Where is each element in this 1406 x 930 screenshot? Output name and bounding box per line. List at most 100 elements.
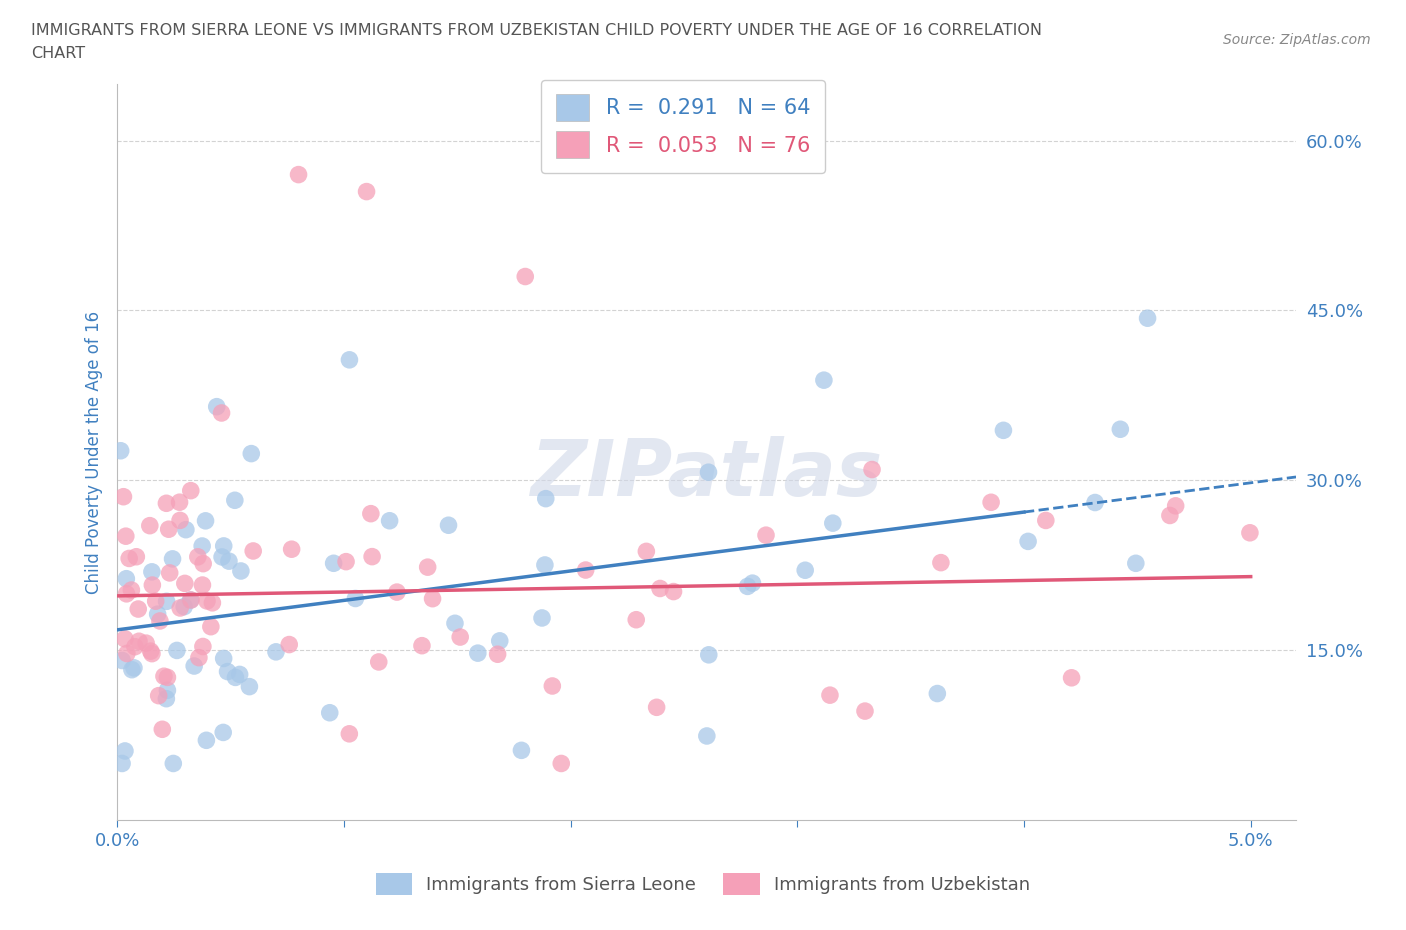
Point [191, 578, 214, 592]
Point [141, 565, 163, 579]
Point [155, 691, 177, 706]
Point [183, 658, 205, 673]
Point [575, 563, 598, 578]
Point [1125, 556, 1147, 571]
Point [193, 556, 215, 571]
Point [510, 743, 533, 758]
Point [356, 184, 378, 199]
Point [166, 643, 188, 658]
Point [212, 725, 235, 740]
Point [169, 601, 191, 616]
Point [191, 639, 214, 654]
Point [534, 491, 557, 506]
Point [1109, 422, 1132, 437]
Point [422, 591, 444, 606]
Point [110, 444, 132, 458]
Point [139, 518, 162, 533]
Point [322, 556, 344, 571]
Point [169, 513, 191, 528]
Point [1164, 498, 1187, 513]
Point [240, 446, 263, 461]
Point [118, 551, 141, 565]
Point [437, 518, 460, 533]
Point [173, 576, 195, 591]
Point [449, 630, 471, 644]
Point [378, 513, 401, 528]
Point [212, 651, 235, 666]
Point [139, 644, 162, 658]
Point [287, 167, 309, 182]
Point [853, 704, 876, 719]
Point [212, 538, 235, 553]
Y-axis label: Child Poverty Under the Age of 16: Child Poverty Under the Age of 16 [86, 311, 103, 593]
Point [385, 585, 408, 600]
Point [120, 582, 142, 597]
Point [1239, 525, 1261, 540]
Point [818, 687, 841, 702]
Point [180, 484, 202, 498]
Point [174, 523, 197, 538]
Point [217, 664, 239, 679]
Point [228, 667, 250, 682]
Point [141, 578, 163, 592]
Point [187, 650, 209, 665]
Text: ZIPatlas: ZIPatlas [530, 436, 883, 512]
Point [187, 550, 209, 565]
Point [1159, 508, 1181, 523]
Point [626, 612, 648, 627]
Point [242, 543, 264, 558]
Point [111, 653, 134, 668]
Point [155, 594, 177, 609]
Point [411, 638, 433, 653]
Point [416, 560, 439, 575]
Point [179, 592, 201, 607]
Point [128, 634, 150, 649]
Point [156, 683, 179, 698]
Point [224, 493, 246, 508]
Point [148, 688, 170, 703]
Point [127, 602, 149, 617]
Point [125, 550, 148, 565]
Point [737, 579, 759, 594]
Point [860, 462, 883, 477]
Point [929, 555, 952, 570]
Point [156, 670, 179, 684]
Point [224, 670, 246, 684]
Point [211, 550, 233, 565]
Point [697, 647, 720, 662]
Point [530, 610, 553, 625]
Point [821, 516, 844, 531]
Point [162, 756, 184, 771]
Point [115, 646, 138, 661]
Legend: R =  0.291   N = 64, R =  0.053   N = 76: R = 0.291 N = 64, R = 0.053 N = 76 [541, 80, 825, 173]
Point [157, 522, 180, 537]
Point [1084, 495, 1107, 510]
Point [534, 557, 557, 572]
Point [238, 679, 260, 694]
Point [696, 728, 718, 743]
Point [813, 373, 835, 388]
Point [201, 595, 224, 610]
Point [550, 756, 572, 771]
Point [122, 660, 145, 675]
Point [191, 538, 214, 553]
Point [150, 722, 173, 737]
Point [1017, 534, 1039, 549]
Point [278, 637, 301, 652]
Point [155, 496, 177, 511]
Point [1060, 671, 1083, 685]
Point [319, 705, 342, 720]
Point [115, 571, 138, 586]
Point [159, 565, 181, 580]
Point [218, 553, 240, 568]
Point [488, 633, 510, 648]
Point [361, 550, 384, 565]
Point [173, 599, 195, 614]
Point [794, 563, 817, 578]
Point [146, 606, 169, 621]
Point [180, 592, 202, 607]
Point [339, 352, 361, 367]
Point [145, 593, 167, 608]
Point [115, 587, 138, 602]
Point [486, 646, 509, 661]
